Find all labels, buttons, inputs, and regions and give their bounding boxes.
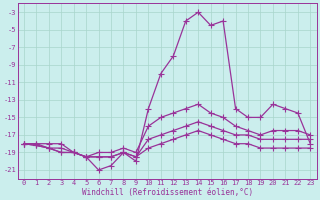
X-axis label: Windchill (Refroidissement éolien,°C): Windchill (Refroidissement éolien,°C) xyxy=(82,188,252,197)
